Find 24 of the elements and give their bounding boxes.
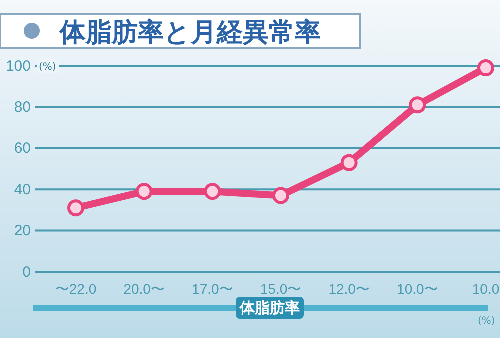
y-tick-label: 60	[14, 140, 31, 158]
point	[136, 183, 153, 200]
x-tick-label: 10.0〜	[397, 280, 438, 297]
x-tick-label: 15.0〜	[260, 280, 302, 297]
y-tick-label: 80	[14, 99, 31, 116]
point	[68, 200, 84, 217]
y-tick-label: 20	[14, 222, 31, 240]
point	[340, 154, 358, 172]
x-tick-label: 17.0〜	[192, 280, 234, 297]
x-tick-label: 10.0	[472, 280, 500, 297]
point	[478, 60, 494, 77]
x-tick-label: 20.0〜	[124, 280, 165, 297]
text: (%)	[478, 316, 496, 327]
chart-title: 体脂肪率と月経異常率	[59, 18, 321, 48]
y-tick-label: 0	[22, 264, 31, 281]
x-tick-label: 12.0〜	[328, 280, 370, 297]
x-axis-title: 体脂肪率	[239, 299, 300, 317]
x-tick-label: 〜22.0	[55, 280, 97, 297]
point	[409, 96, 426, 114]
y-tick-label: 100	[6, 58, 31, 75]
point	[272, 187, 290, 204]
point	[204, 183, 222, 200]
y-axis-title: (%)	[39, 62, 56, 73]
y-tick-label: 40	[14, 181, 31, 198]
